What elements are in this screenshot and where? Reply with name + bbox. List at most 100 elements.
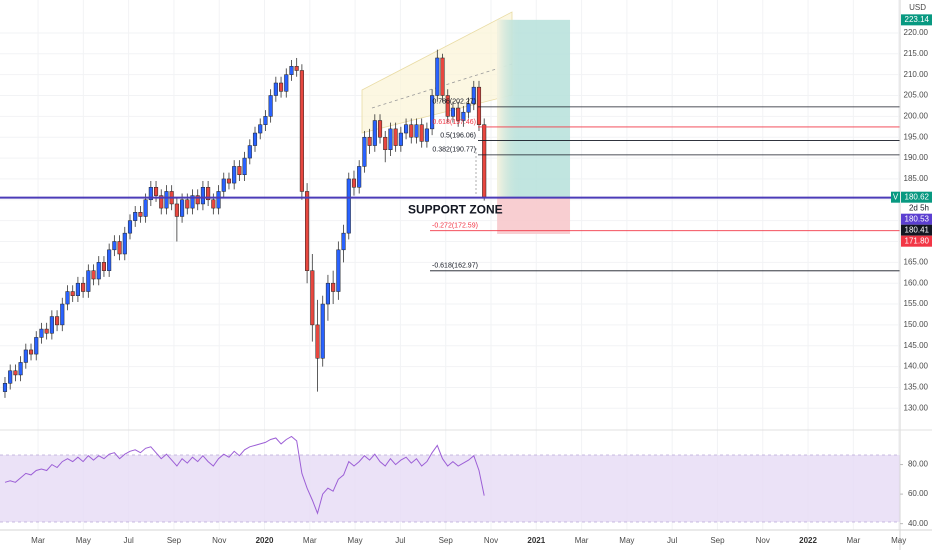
candle-body (466, 103, 471, 113)
candle-body (331, 282, 336, 292)
candle-body (362, 136, 367, 167)
stop-zone (497, 197, 571, 234)
candle-body (195, 195, 200, 205)
candle-body (200, 187, 205, 205)
candle-body (383, 136, 388, 150)
price-chip-label: 171.80 (905, 236, 930, 245)
candle-body (435, 57, 440, 96)
fib-label: 0.618(197.46) (432, 119, 476, 126)
candle-body (409, 124, 414, 138)
candle-layer (2, 49, 487, 398)
rsi-tick-label: 80.00 (908, 460, 929, 469)
candle-body (122, 232, 127, 255)
candle-body (430, 95, 435, 130)
y-tick-label: 140.00 (904, 362, 929, 371)
candle-body (414, 124, 419, 138)
candle-body (336, 249, 341, 292)
x-tick-label: Mar (575, 536, 589, 545)
y-tick-label: 220.00 (904, 28, 929, 37)
price-chip (901, 191, 932, 203)
price-axis-bg (900, 0, 932, 550)
candle-body (398, 132, 403, 146)
x-tick-label: Mar (303, 536, 317, 545)
candle-body (242, 157, 247, 176)
candle-body (138, 212, 143, 217)
candle-body (185, 199, 190, 209)
candle-body (143, 199, 148, 217)
currency-label: USD (909, 3, 926, 12)
candle-body (65, 291, 70, 305)
y-tick-label: 145.00 (904, 341, 929, 350)
price-chip-label: 180.41 (905, 225, 930, 234)
chip-tag-bg (891, 191, 900, 203)
candle-body (23, 349, 28, 363)
candle-body (107, 249, 112, 271)
price-chip (901, 235, 932, 247)
x-tick-label: 2020 (256, 536, 274, 545)
fib-label: -0.618(162.97) (432, 263, 478, 270)
candle-body (310, 270, 315, 326)
candle-body (174, 203, 179, 217)
candle-body (471, 86, 476, 105)
candle-body (117, 241, 122, 255)
candle-body (273, 82, 278, 96)
candle-body (70, 291, 75, 296)
annotation: SUPPORT ZONE (408, 203, 503, 217)
x-tick-label: May (891, 536, 906, 545)
candle-body (279, 82, 284, 92)
candle-body (404, 124, 409, 134)
candle-body (232, 166, 237, 184)
candle-body (127, 220, 133, 234)
candle-body (164, 191, 169, 209)
x-tick-label: 2022 (799, 536, 817, 545)
candle-body (91, 270, 96, 280)
x-tick-label: Sep (439, 536, 454, 545)
y-tick-label: 130.00 (904, 403, 929, 412)
x-tick-label: Jul (124, 536, 134, 545)
candle-body (445, 95, 450, 117)
candle-body (482, 124, 487, 198)
x-tick-label: Mar (31, 536, 45, 545)
fib-label: -0.272(172.59) (432, 223, 478, 230)
rsi-band (0, 455, 900, 522)
x-tick-label: May (619, 536, 634, 545)
candle-body (211, 199, 216, 209)
candle-body (346, 178, 351, 234)
x-tick-label: Sep (710, 536, 725, 545)
y-tick-label: 195.00 (904, 132, 929, 141)
x-tick-label: Nov (484, 536, 498, 545)
candle-body (49, 316, 54, 334)
candle-body (237, 166, 242, 176)
x-tick-label: 2021 (527, 536, 545, 545)
x-tick-label: Nov (212, 536, 226, 545)
price-chip-label: 223.14 (905, 15, 930, 24)
candle-body (258, 124, 263, 134)
price-chip-label: 180.62 (905, 192, 930, 201)
candle-body (18, 362, 23, 376)
candle-body (450, 107, 455, 117)
price-chip (901, 14, 932, 26)
candle-body (206, 187, 211, 201)
candle-body (28, 349, 34, 355)
rsi-tick-label: 40.00 (908, 519, 929, 528)
target-fade (497, 19, 523, 198)
candle-body (39, 328, 44, 338)
candle-body (247, 145, 252, 159)
candle-body (226, 178, 232, 184)
x-tick-label: Jul (395, 536, 405, 545)
price-chip-label: 180.53 (905, 214, 930, 223)
candle-body (101, 262, 107, 271)
y-tick-label: 200.00 (904, 111, 929, 120)
candle-body (320, 303, 325, 359)
candle-body (148, 187, 153, 201)
candle-body (476, 86, 482, 125)
x-tick-label: Mar (846, 536, 860, 545)
candle-body (133, 212, 138, 221)
candle-body (263, 116, 268, 125)
candle-body (13, 370, 18, 376)
candle-body (351, 178, 357, 188)
candle-body (294, 66, 299, 71)
price-chip (901, 224, 932, 236)
